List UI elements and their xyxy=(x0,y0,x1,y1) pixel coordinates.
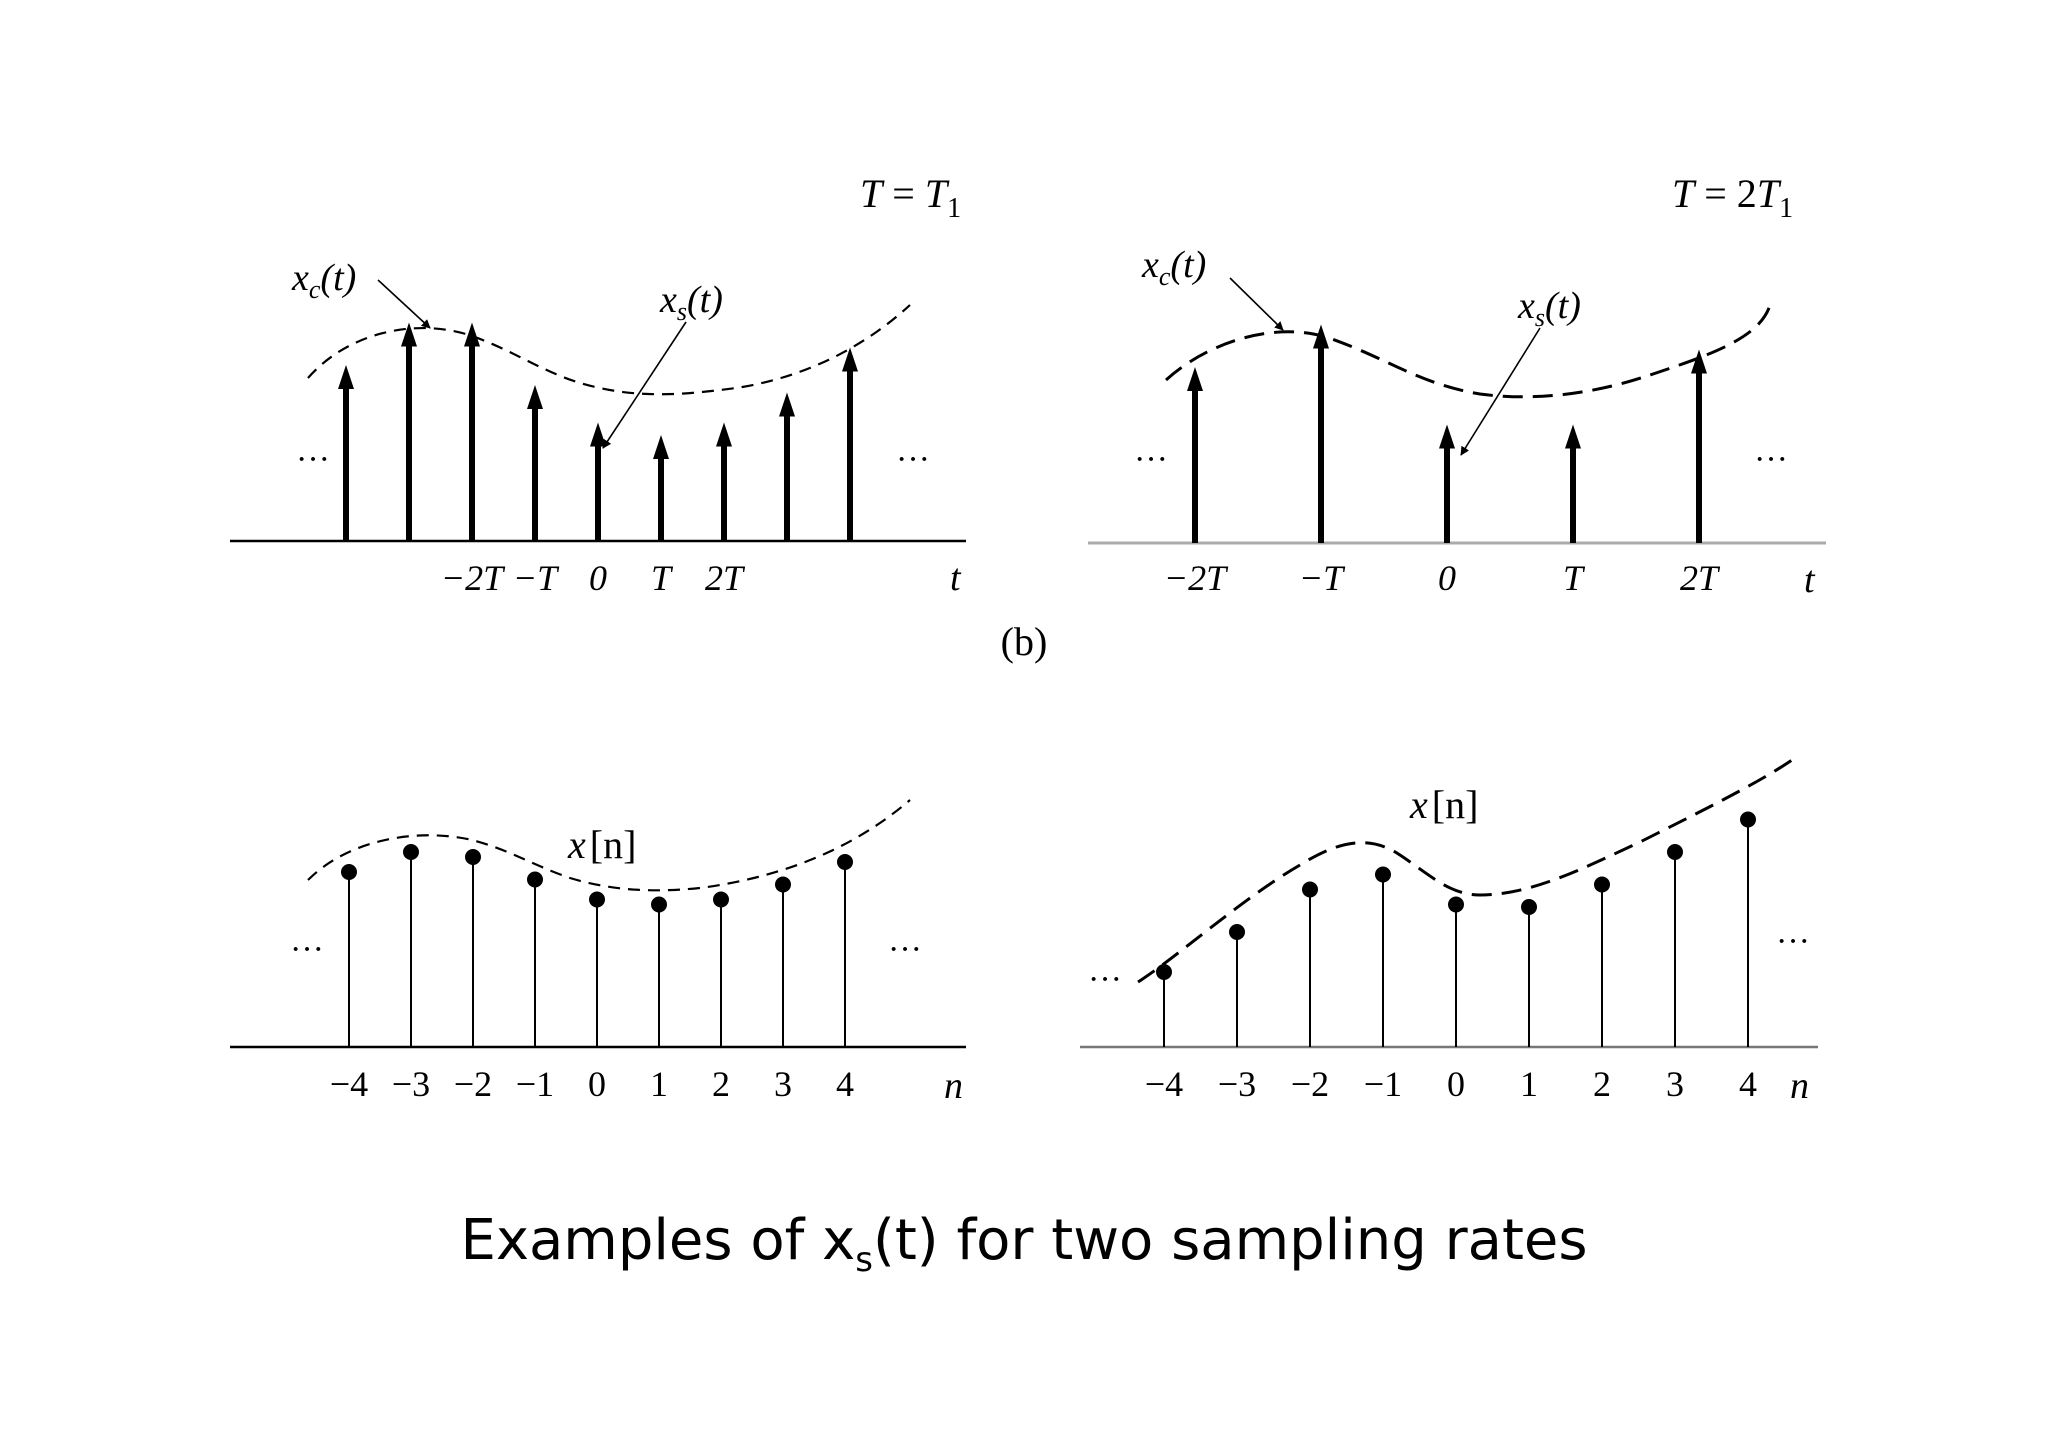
tick-label: 0 xyxy=(588,1064,606,1104)
sample-dot xyxy=(1156,964,1172,980)
sample-dot xyxy=(341,864,357,880)
sample-dot xyxy=(713,891,729,908)
sample-dot xyxy=(1594,876,1610,893)
tick-label: −T xyxy=(513,558,560,598)
sampled-signal-label: xs(t) xyxy=(1517,285,1581,332)
tick-label: 2 xyxy=(712,1064,730,1104)
sample-dot xyxy=(465,849,481,865)
impulse-arrowhead xyxy=(1439,424,1455,449)
impulse-arrowhead xyxy=(779,392,795,417)
tick-label: T xyxy=(651,558,674,598)
impulse-arrowhead xyxy=(338,365,354,389)
tick-label: 2T xyxy=(705,558,746,598)
sample-dot xyxy=(651,896,667,913)
sequence-label: x [n] xyxy=(567,822,636,867)
continuous-signal-label: xc(t) xyxy=(1141,244,1206,291)
tick-label: 0 xyxy=(1447,1064,1465,1104)
continuous-signal-label: xc(t) xyxy=(291,257,356,304)
sample-dot xyxy=(1448,896,1464,913)
sample-dot xyxy=(1229,924,1245,940)
tick-label: 1 xyxy=(650,1064,668,1104)
continuous-signal-curve xyxy=(1164,304,1772,399)
sample-dot xyxy=(775,876,791,893)
condition-label: T = T1 xyxy=(860,171,961,224)
tick-label: 4 xyxy=(1739,1064,1757,1104)
left-ellipsis: ··· xyxy=(1134,441,1168,478)
panel-top-right: −2T −T 0 T 2T T = 2T1 xc(t) xs(t) ··· ··· t xyxy=(1088,171,1826,601)
time-axis-label: t xyxy=(1804,559,1816,601)
continuous-signal-curve xyxy=(307,304,911,396)
index-axis-label: n xyxy=(944,1065,963,1107)
impulse-arrowhead xyxy=(1313,324,1329,349)
tick-label: T xyxy=(1563,558,1586,598)
time-axis-label: t xyxy=(950,557,962,599)
sequence-label: x [n] xyxy=(1409,782,1478,827)
left-ellipsis: ··· xyxy=(1088,961,1122,998)
impulse-arrowhead xyxy=(653,435,669,459)
tick-label: 1 xyxy=(1520,1064,1538,1104)
impulse-group: −2T −T 0 T 2T xyxy=(338,322,858,598)
tick-label: 3 xyxy=(774,1064,792,1104)
right-ellipsis: ··· xyxy=(1754,441,1788,478)
sampled-signal-label: xs(t) xyxy=(659,279,723,326)
right-ellipsis: ··· xyxy=(1776,923,1810,960)
sample-dot xyxy=(1375,866,1391,883)
impulse-arrowhead xyxy=(1565,424,1581,449)
continuous-signal-pointer xyxy=(377,279,431,329)
sample-dot xyxy=(1302,881,1318,898)
tick-label: −1 xyxy=(1364,1064,1402,1104)
tick-label: 0 xyxy=(589,558,607,598)
tick-label: 3 xyxy=(1666,1064,1684,1104)
impulse-arrowhead xyxy=(1187,367,1203,391)
sample-dot xyxy=(1521,899,1537,915)
tick-label: −3 xyxy=(1218,1064,1256,1104)
tick-label: 2 xyxy=(1593,1064,1611,1104)
index-axis-label: n xyxy=(1790,1065,1809,1107)
tick-label: −2T xyxy=(441,558,506,598)
sample-dot xyxy=(1667,844,1683,860)
impulse-arrowhead xyxy=(1691,349,1707,374)
sample-dot xyxy=(527,871,543,888)
impulse-group: −2T −T 0 T 2T xyxy=(1164,324,1721,598)
tick-label: −2 xyxy=(454,1064,492,1104)
impulse-arrowhead xyxy=(401,322,417,347)
impulse-arrowhead xyxy=(842,347,858,372)
envelope-curve xyxy=(307,799,911,892)
continuous-signal-pointer xyxy=(1229,277,1284,331)
sample-dot xyxy=(837,854,853,870)
impulse-arrowhead xyxy=(716,422,732,447)
tick-label: 0 xyxy=(1438,558,1456,598)
panel-bottom-right: −4 −3 −2 −1 0 1 2 3 4 x [n] ··· ··· n xyxy=(1080,758,1818,1107)
figure-caption: Examples of xs(t) for two sampling rates xyxy=(460,1208,1588,1281)
tick-label: −1 xyxy=(516,1064,554,1104)
stem-group: −4 −3 −2 −1 0 1 2 3 4 xyxy=(330,844,854,1104)
tick-label: 2T xyxy=(1680,558,1721,598)
impulse-arrowhead xyxy=(527,385,543,409)
sampled-signal-pointer xyxy=(602,321,687,449)
tick-label: −T xyxy=(1299,558,1346,598)
right-ellipsis: ··· xyxy=(888,931,922,968)
sample-dot xyxy=(1740,811,1756,828)
stem-group: −4 −3 −2 −1 0 1 2 3 4 xyxy=(1145,811,1757,1104)
tick-label: 4 xyxy=(836,1064,854,1104)
panel-bottom-left: −4 −3 −2 −1 0 1 2 3 4 x [n] ··· ··· n xyxy=(230,799,966,1107)
tick-label: −2 xyxy=(1291,1064,1329,1104)
right-ellipsis: ··· xyxy=(896,441,930,478)
impulse-arrowhead xyxy=(464,322,480,347)
impulse-arrowhead xyxy=(590,422,606,447)
condition-label: T = 2T1 xyxy=(1672,171,1793,224)
panel-label: (b) xyxy=(1001,619,1048,664)
tick-label: −2T xyxy=(1164,558,1229,598)
left-ellipsis: ··· xyxy=(290,931,324,968)
sampled-signal-pointer xyxy=(1460,327,1541,456)
envelope-curve xyxy=(1137,758,1793,984)
tick-label: −4 xyxy=(1145,1064,1183,1104)
panel-top-left: −2T −T 0 T 2T T = T1 xc(t) xs(t) ··· ··· t xyxy=(230,171,966,599)
sample-dot xyxy=(589,891,605,908)
tick-label: −4 xyxy=(330,1064,368,1104)
sample-dot xyxy=(403,844,419,860)
tick-label: −3 xyxy=(392,1064,430,1104)
left-ellipsis: ··· xyxy=(296,441,330,478)
